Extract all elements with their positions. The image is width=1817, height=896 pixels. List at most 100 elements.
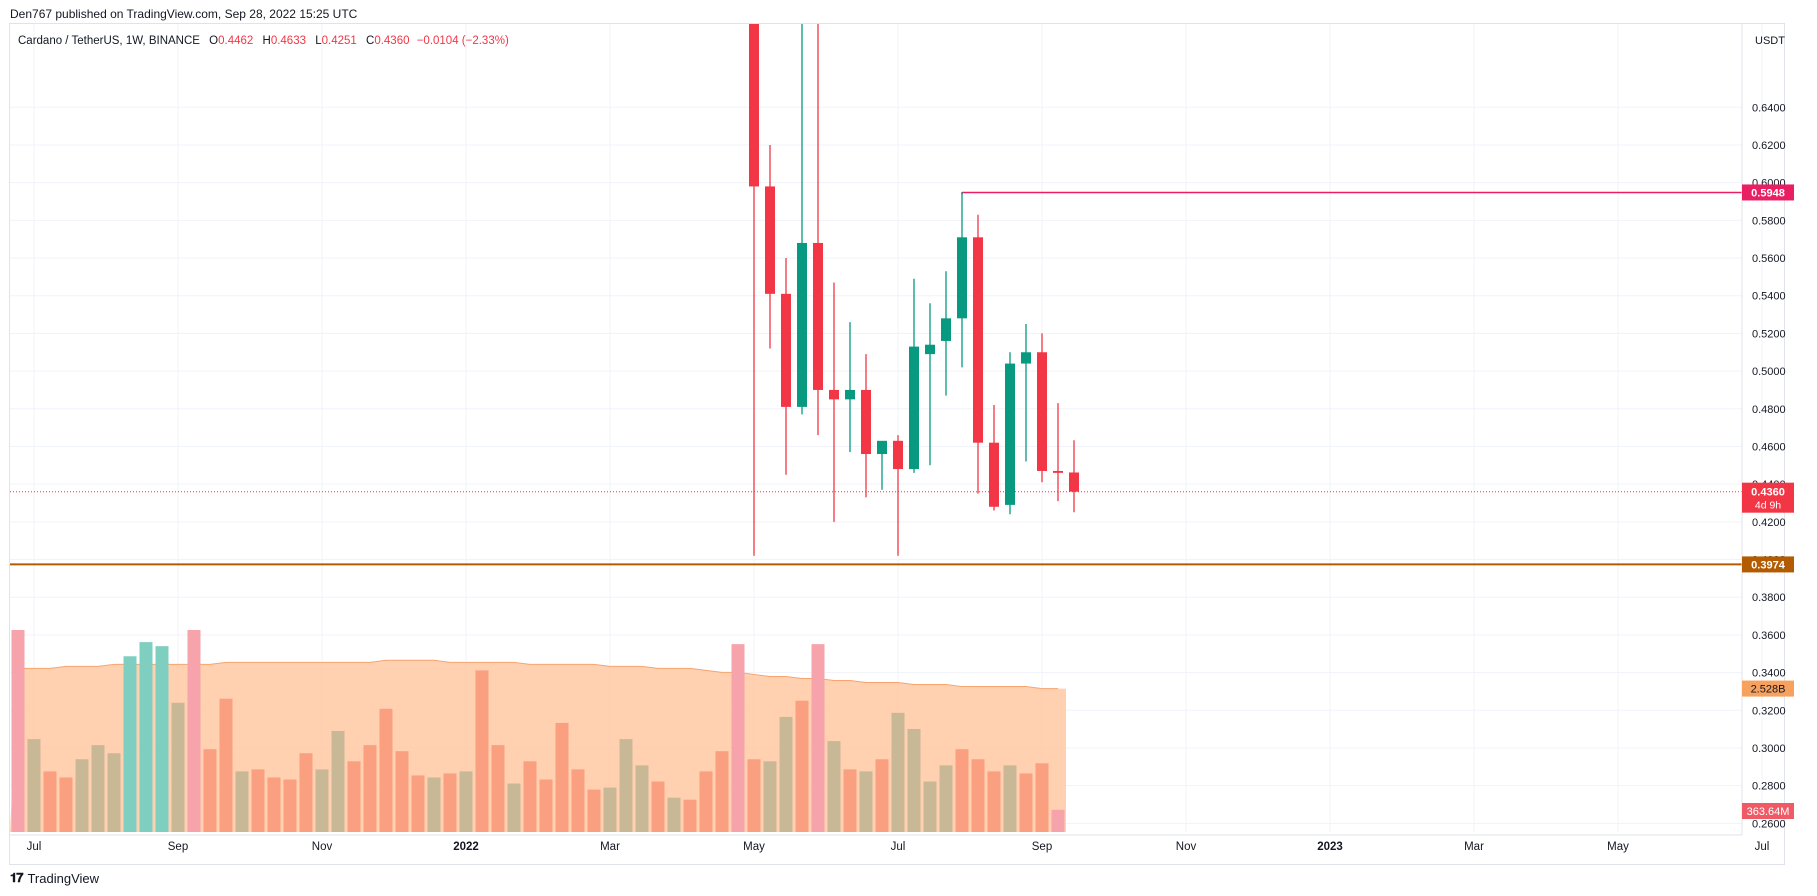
candle-body-up: [909, 346, 919, 470]
candle-body-up: [877, 440, 887, 455]
change-value: −0.0104 (−2.33%): [416, 35, 509, 47]
volume-bar: [555, 722, 569, 832]
last-price-label: 0.4360: [1751, 487, 1785, 499]
price-axis: USDT0.64000.62000.60000.58000.56000.5400…: [1741, 24, 1786, 835]
volume-bar: [187, 630, 201, 832]
chart-grid: [10, 24, 1763, 832]
x-tick-label: May: [1607, 841, 1629, 853]
volume-bar: [299, 753, 313, 832]
x-tick-label: Sep: [1032, 841, 1052, 853]
y-tick-label: 0.3600: [1752, 630, 1786, 642]
candle-body-up: [941, 318, 951, 341]
candle-body-up: [845, 389, 855, 400]
footer[interactable]: 𝟏𝟕 TradingView: [10, 870, 99, 886]
volume-bar: [795, 700, 809, 832]
volume-bar: [395, 751, 409, 832]
y-tick-label: 0.5000: [1752, 366, 1786, 378]
x-tick-label: Sep: [168, 841, 188, 853]
close-label: C: [366, 35, 375, 47]
volume-bar: [875, 759, 889, 832]
x-tick-label: Nov: [1176, 841, 1197, 853]
volume-bar: [203, 749, 217, 832]
volume-bar: [971, 759, 985, 832]
volume-ma-label: 2.528B: [1751, 684, 1786, 696]
publisher-line: Den767 published on TradingView.com, Sep…: [10, 7, 358, 21]
chart-frame[interactable]: [9, 23, 1785, 865]
volume-bar: [43, 771, 57, 832]
volume-bar: [59, 777, 73, 832]
volume-bar: [779, 716, 793, 832]
volume-bar: [923, 781, 937, 832]
volume-bar: [1019, 773, 1033, 832]
y-tick-label: 0.5800: [1752, 215, 1786, 227]
y-tick-label: 0.3400: [1752, 668, 1786, 680]
volume-bar: [587, 789, 601, 832]
volume-bar: [939, 765, 953, 832]
volume-bar: [267, 777, 281, 832]
volume-bar: [715, 751, 729, 832]
close-value: 0.4360: [374, 35, 410, 47]
resistance-price-label: 0.5948: [1751, 187, 1785, 199]
volume-bar: [523, 761, 537, 832]
volume-bar: [123, 656, 137, 832]
y-tick-label: 0.3800: [1752, 592, 1786, 604]
volume-bar: [427, 777, 441, 832]
volume-bar: [891, 712, 905, 832]
volume-bar: [699, 771, 713, 832]
y-tick-label: 0.4800: [1752, 404, 1786, 416]
low-value: 0.4251: [321, 35, 357, 47]
candle-body-down: [781, 293, 791, 407]
candle-body-up: [1021, 352, 1031, 364]
volume-bar: [11, 630, 25, 832]
y-tick-label: 0.5600: [1752, 253, 1786, 265]
bar-countdown-label: 4d 9h: [1755, 500, 1781, 512]
volume-bar: [235, 771, 249, 832]
volume-bar: [747, 759, 761, 832]
support-price-tag: [1742, 556, 1794, 573]
volume-bar: [731, 644, 745, 832]
y-tick-label: 0.4600: [1752, 441, 1786, 453]
y-tick-label: 0.2800: [1752, 781, 1786, 793]
last-price-tag: [1742, 482, 1794, 513]
volume-bar: [491, 745, 505, 832]
volume-bar: [539, 779, 553, 832]
symbol-legend[interactable]: Cardano / TetherUS, 1W, BINANCE O0.4462 …: [18, 35, 509, 47]
x-tick-label: Jul: [1755, 841, 1770, 853]
volume-bar: [987, 771, 1001, 832]
candle-body-down: [973, 237, 983, 443]
volume-bar: [603, 787, 617, 832]
y-tick-label: 0.3000: [1752, 743, 1786, 755]
volume-bar: [843, 769, 857, 832]
x-tick-label: Nov: [312, 841, 333, 853]
volume-bar: [219, 698, 233, 832]
candle-body-down: [1069, 472, 1079, 492]
volume-bar: [363, 745, 377, 832]
volume-bar: [667, 797, 681, 832]
volume-bar: [507, 783, 521, 832]
resistance-price-tag: [1742, 184, 1794, 201]
volume-bar: [347, 761, 361, 832]
low-label: L: [315, 35, 322, 47]
volume-bar: [635, 765, 649, 832]
volume-bar: [107, 753, 121, 832]
volume-bar: [811, 644, 825, 832]
y-tick-label: 0.6400: [1752, 102, 1786, 114]
volume-bar: [827, 741, 841, 832]
horizontal-levels: [10, 191, 1742, 566]
volume-bar: [859, 771, 873, 832]
brand-name: TradingView: [27, 870, 100, 886]
x-tick-label: Mar: [600, 841, 620, 853]
candle-body-up: [925, 344, 935, 355]
volume-bar: [27, 739, 41, 832]
volume-ma-tag: [1742, 680, 1794, 697]
x-tick-label: Jul: [27, 841, 42, 853]
volume-bar: [315, 769, 329, 832]
volume-bar: [251, 769, 265, 832]
open-value: 0.4462: [218, 35, 254, 47]
volume-bar: [171, 702, 185, 832]
x-tick-label: May: [743, 841, 765, 853]
volume-bar: [331, 731, 345, 832]
volume-bar: [683, 799, 697, 832]
volume-bar: [75, 759, 89, 832]
